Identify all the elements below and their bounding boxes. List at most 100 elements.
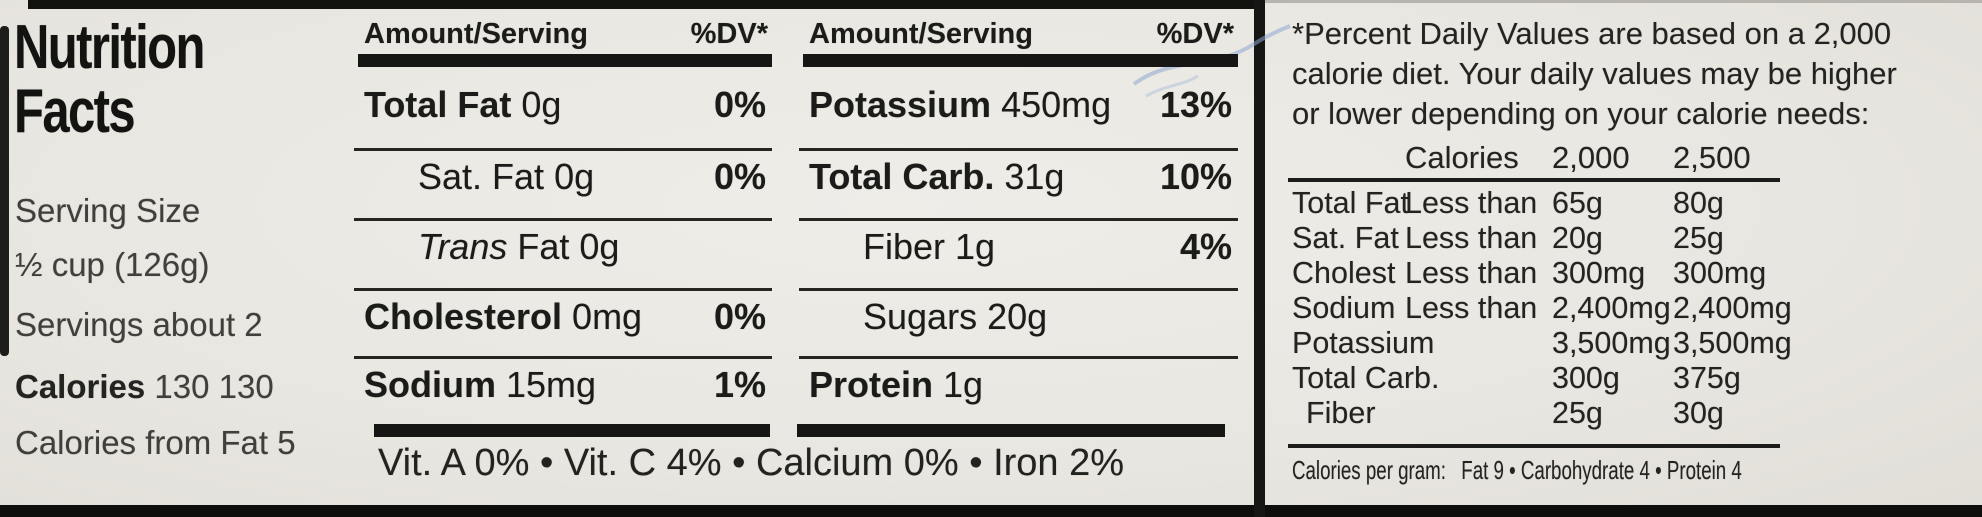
table-row-value-2000: 65g xyxy=(1552,186,1603,220)
table-row-label: Potassium xyxy=(1292,326,1435,360)
table-column-nutrients: Total Fat Sat. Fat Cholest Sodium Potass… xyxy=(1292,186,1439,431)
table-column-2500: 80g 25g 300mg 2,400mg 3,500mg 375g 30g xyxy=(1673,186,1792,431)
nutrient-dv: 0% xyxy=(713,296,766,337)
nutrient-name: Trans xyxy=(418,226,508,267)
table-header-calories: Calories xyxy=(1405,140,1519,175)
row-total-carb: Total Carb. 31g 10% xyxy=(809,156,1232,198)
nutrient-name: Potassium xyxy=(809,84,992,125)
table-row-label: Total Carb. xyxy=(1292,361,1440,395)
table-row-qualifier: Less than xyxy=(1405,221,1538,255)
calories-per-gram-values: Fat 9 • Carbohydrate 4 • Protein 4 xyxy=(1461,455,1742,485)
header-rule-bar xyxy=(803,54,1238,67)
table-header-2500: 2,500 xyxy=(1673,140,1751,175)
nutrient-amount: 20g xyxy=(987,296,1048,337)
table-row-value-2500: 80g xyxy=(1673,186,1724,220)
nutrient-name: Fiber xyxy=(863,226,946,267)
footnote-line: calorie diet. Your daily values may be h… xyxy=(1292,56,1897,91)
blue-pen-mark-icon xyxy=(1132,24,1291,98)
vitamins-footer: Vit. A 0% • Vit. C 4% • Calcium 0% • Iro… xyxy=(350,420,1238,510)
bottom-border-bar xyxy=(0,505,1982,517)
nutrient-column-2: Amount/Serving %DV* Potassium 450mg 13% … xyxy=(795,0,1238,517)
row-separator xyxy=(354,356,772,359)
nutrient-name: Sugars xyxy=(863,296,978,337)
table-row-value-2500: 2,400mg xyxy=(1673,291,1792,325)
row-sodium: Sodium 15mg 1% xyxy=(364,364,766,406)
nutrient-amount: 0mg xyxy=(572,296,643,337)
label-title-line1: Nutrition xyxy=(14,13,205,82)
calories-row: Calories 130 130 xyxy=(15,368,274,406)
table-row-qualifier: Less than xyxy=(1405,186,1538,220)
row-separator xyxy=(354,218,772,221)
panel-divider-line xyxy=(1254,0,1265,517)
footer-rule-bar xyxy=(797,424,1225,437)
table-row-value-2000: 300g xyxy=(1552,361,1620,395)
row-sat-fat: Sat. Fat 0g 0% xyxy=(364,156,766,198)
row-fiber: Fiber 1g 4% xyxy=(809,226,1232,268)
nutrient-amount: 15mg xyxy=(506,364,597,405)
top-edge-line xyxy=(1256,0,1982,3)
row-potassium: Potassium 450mg 13% xyxy=(809,84,1232,126)
top-border-bar xyxy=(28,0,1256,9)
table-row-value-2500: 375g xyxy=(1673,361,1741,395)
nutrient-amount: 0g xyxy=(521,84,562,125)
nutrient-name: Cholesterol xyxy=(364,296,563,337)
table-row-value-2000: 25g xyxy=(1552,396,1603,430)
nutrient-dv: 4% xyxy=(1179,226,1232,267)
nutrient-amount: 0g xyxy=(554,156,595,197)
label-title: Nutrition Facts xyxy=(14,13,205,144)
serving-size-label: Serving Size xyxy=(15,192,201,229)
table-row-label: Sat. Fat xyxy=(1292,221,1399,255)
servings-per-container: Servings about 2 xyxy=(15,306,263,343)
calories-per-gram-label: Calories per gram: xyxy=(1292,455,1446,485)
calories-from-fat-label: Calories from Fat xyxy=(15,424,269,461)
calories-value: 130 xyxy=(154,368,210,405)
nutrient-name: Protein xyxy=(809,364,934,405)
row-separator xyxy=(799,218,1238,221)
row-cholesterol: Cholesterol 0mg 0% xyxy=(364,296,766,338)
row-total-fat: Total Fat 0g 0% xyxy=(364,84,766,126)
calories-label: Calories xyxy=(15,368,146,405)
column1-header: Amount/Serving %DV* xyxy=(364,18,768,51)
table-row-value-2000: 20g xyxy=(1552,221,1603,255)
left-edge-shadow xyxy=(0,26,9,356)
nutrient-amount: 31g xyxy=(1004,156,1065,197)
nutrient-amount: Fat 0g xyxy=(517,226,620,267)
nutrient-column-1: Amount/Serving %DV* Total Fat 0g 0% Sat.… xyxy=(350,0,772,517)
table-row-qualifier: Less than xyxy=(1405,291,1538,325)
table-row-qualifier: Less than xyxy=(1405,256,1538,290)
table-row-value-2500: 25g xyxy=(1673,221,1724,255)
table-header-2000: 2,000 xyxy=(1552,140,1630,175)
footnote-line: *Percent Daily Values are based on a 2,0… xyxy=(1292,16,1892,51)
dv-header: %DV* xyxy=(690,18,768,50)
table-row-value-2000: 3,500mg xyxy=(1552,326,1671,360)
calories-from-fat-row: Calories from Fat 5 xyxy=(15,424,296,462)
calories-from-fat-value: 5 xyxy=(277,424,296,461)
row-separator xyxy=(799,356,1238,359)
row-separator xyxy=(354,148,772,151)
table-header-rule xyxy=(1288,178,1780,182)
row-trans-fat: Trans Fat 0g xyxy=(364,226,766,268)
amount-serving-header: Amount/Serving xyxy=(809,18,1033,50)
nutrient-amount: 1g xyxy=(955,226,996,267)
nutrient-dv: 10% xyxy=(1159,156,1232,197)
header-rule-bar xyxy=(358,54,772,67)
nutrient-dv: 1% xyxy=(713,364,766,405)
table-row-label: Sodium xyxy=(1292,291,1396,325)
footnote-line: or lower depending on your calorie needs… xyxy=(1292,96,1870,131)
nutrient-name: Sat. Fat xyxy=(418,156,545,197)
table-row-value-2000: 300mg xyxy=(1552,256,1646,290)
table-column-2000: 65g 20g 300mg 2,400mg 3,500mg 300g 25g xyxy=(1552,186,1671,431)
calories-value-text: 130 xyxy=(218,368,274,405)
row-separator xyxy=(354,288,772,291)
nutrient-amount: 1g xyxy=(943,364,984,405)
nutrient-dv: 0% xyxy=(713,84,766,125)
amount-serving-header: Amount/Serving xyxy=(364,18,588,50)
table-row-label: Fiber xyxy=(1306,396,1376,430)
footer-rule-bar xyxy=(374,424,770,437)
nutrient-amount: 450mg xyxy=(1001,84,1112,125)
table-row-value-2500: 300mg xyxy=(1673,256,1767,290)
nutrient-name: Total Fat xyxy=(364,84,512,125)
table-row-label: Cholest xyxy=(1292,256,1396,290)
nutrient-name: Sodium xyxy=(364,364,496,405)
table-column-qualifier: Less than Less than Less than Less than xyxy=(1405,186,1537,326)
